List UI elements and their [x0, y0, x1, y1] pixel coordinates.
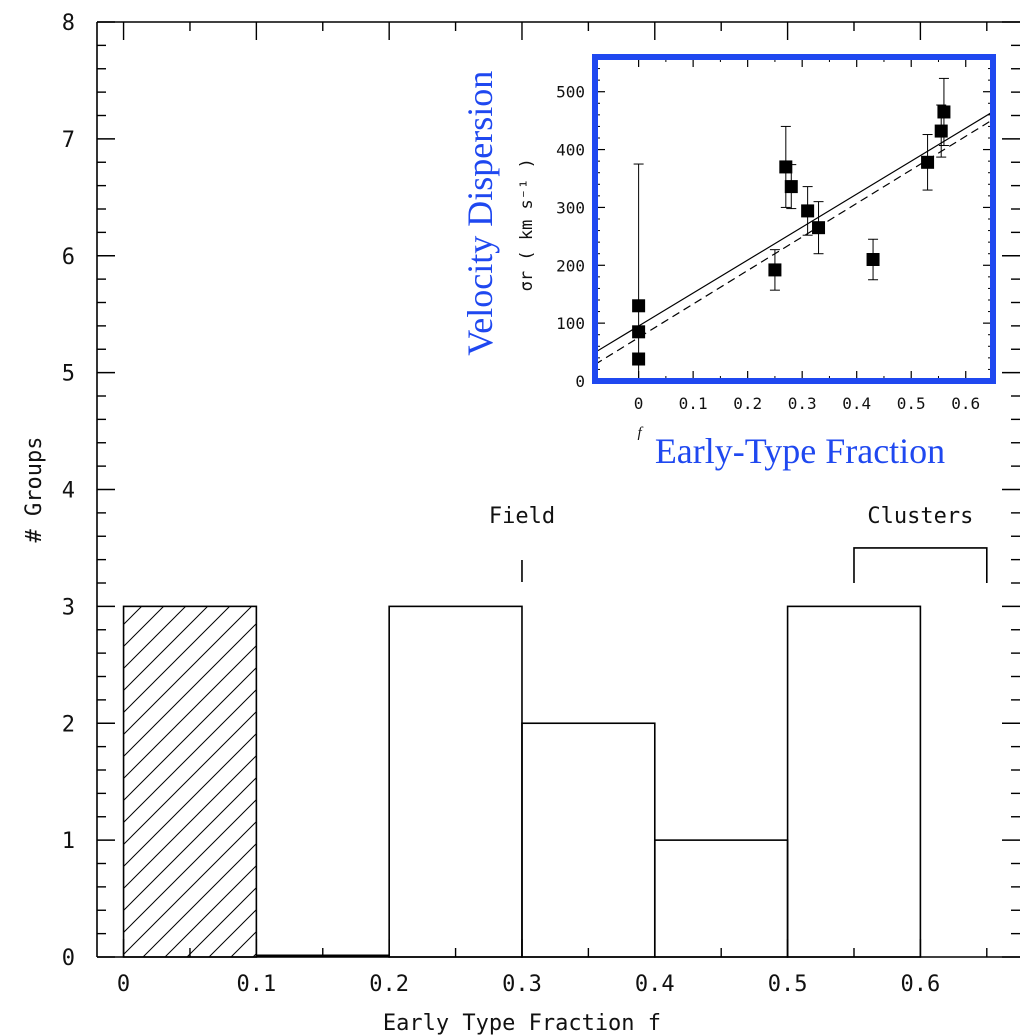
inset-x-tick-label: 0	[634, 394, 644, 413]
field-label: Field	[489, 504, 555, 529]
main-histogram: 0 1 2 3 4 5 6 7 8 0 0.1 0.2 0.3 0.4 0.5 0.6 Early Type F…	[22, 11, 1020, 1036]
data-point	[784, 180, 798, 194]
inset-x-axis-label: f	[638, 425, 644, 441]
histogram-bar	[786, 605, 922, 958]
data-point	[632, 352, 646, 366]
inset-frame	[592, 54, 996, 384]
data-point	[801, 204, 815, 218]
inset-y-tick-label: 500	[556, 83, 585, 102]
clusters-label: Clusters	[867, 504, 973, 529]
y-axis-label: # Groups	[22, 437, 47, 543]
inset-y-tick-label: 200	[556, 256, 585, 275]
y-tick-label: 2	[62, 712, 75, 737]
data-point	[937, 105, 951, 119]
fit-line-solid	[595, 111, 993, 353]
data-point	[812, 221, 826, 235]
histogram-bar	[388, 605, 523, 958]
inset-x-tick-label: 0.3	[788, 394, 817, 413]
y-tick-label: 0	[62, 946, 75, 971]
inset-background	[455, 40, 995, 480]
x-axis-label: Early Type Fraction f	[383, 1011, 661, 1036]
histogram-bar	[521, 722, 656, 958]
inset-y-axis-label: σr ( km s⁻¹ )	[517, 158, 537, 291]
inset-y-overlay-label: Velocity Dispersion	[460, 71, 500, 356]
data-point	[632, 325, 646, 339]
x-tick-label: 0.5	[768, 972, 808, 997]
y-tick-label: 1	[62, 829, 75, 854]
x-tick-label: 0.2	[369, 972, 409, 997]
y-tick-label: 5	[62, 362, 75, 387]
x-tick-label: 0.4	[635, 972, 675, 997]
y-tick-label: 4	[62, 479, 75, 504]
inset-x-tick-label: 0.5	[897, 394, 926, 413]
inset-x-tick-label: 0.2	[733, 394, 762, 413]
x-tick-label: 0.3	[502, 972, 542, 997]
y-tick-label: 7	[62, 128, 75, 153]
x-tick-label: 0	[117, 972, 130, 997]
y-tick-label: 8	[62, 11, 75, 36]
data-point	[768, 263, 782, 277]
inset-y-tick-label: 300	[556, 198, 585, 217]
x-tick-label: 0.1	[236, 972, 276, 997]
inset-y-tick-label: 100	[556, 314, 585, 333]
inset-y-tick-label: 400	[556, 141, 585, 160]
data-point	[866, 253, 880, 266]
histogram-bar	[653, 839, 789, 958]
inset-y-tick-label: 0	[575, 372, 585, 391]
y-tick-label: 3	[62, 595, 75, 620]
histogram-bar	[122, 605, 258, 958]
inset-scatter: 0 100 200 300 400 500 0 0.1 0.2 0.3 0.4 0.5 0.6 f σr (…	[455, 40, 996, 480]
clusters-bracket	[853, 547, 988, 583]
data-point	[921, 155, 935, 169]
inset-x-overlay-label: Early-Type Fraction	[655, 431, 945, 471]
inset-x-tick-label: 0.4	[842, 394, 871, 413]
data-point	[632, 299, 646, 313]
inset-x-tick-label: 0.6	[951, 394, 980, 413]
y-tick-label: 6	[62, 245, 75, 270]
x-tick-label: 0.6	[901, 972, 941, 997]
inset-x-tick-label: 0.1	[679, 394, 708, 413]
data-point	[779, 160, 793, 174]
data-point	[934, 124, 948, 138]
